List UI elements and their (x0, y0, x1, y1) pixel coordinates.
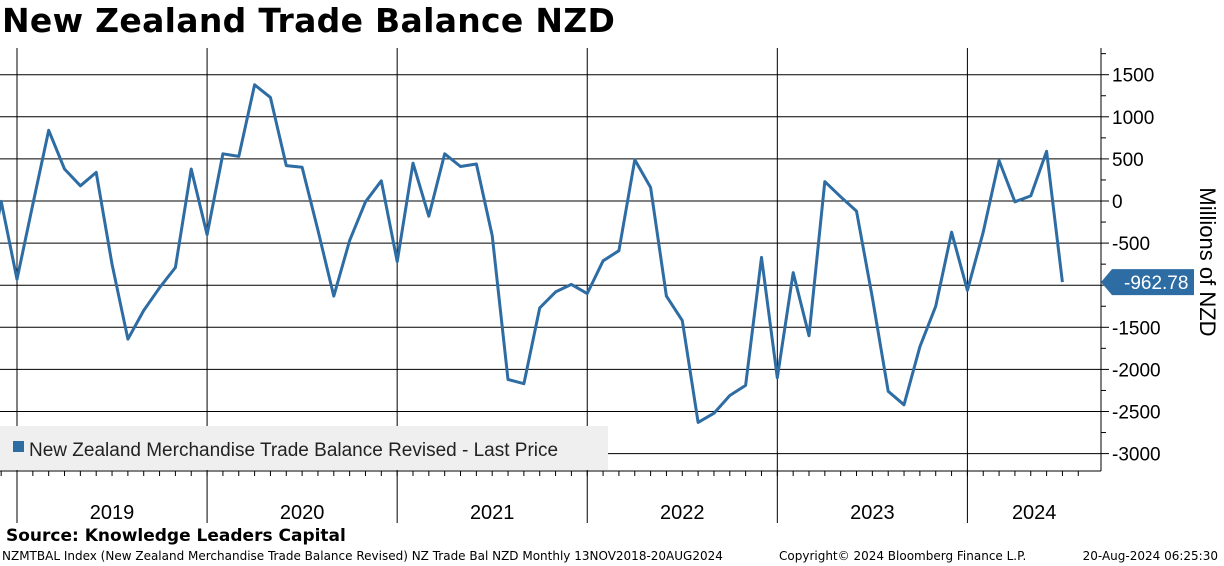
y-axis-title: Millions of NZD (1195, 187, 1220, 336)
x-year-label: 2023 (850, 502, 895, 524)
source-note: Source: Knowledge Leaders Capital (6, 526, 346, 546)
y-tick-label: -2500 (1112, 403, 1161, 424)
y-axis: 150010005000-500-1000-1500-2000-2500-300… (1101, 53, 1161, 466)
y-tick-label: -3000 (1112, 445, 1161, 466)
y-tick-label: 500 (1112, 150, 1144, 171)
legend-swatch (13, 441, 24, 452)
y-tick-label: 0 (1112, 192, 1123, 213)
x-year-label: 2021 (470, 502, 515, 524)
x-axis: 2019 2020 2021 2022 2023 2024 (0, 471, 1079, 524)
x-year-label: 2019 (90, 502, 135, 524)
line-chart: New Zealand Merchandise Trade Balance Re… (0, 48, 1220, 524)
x-year-label: 2020 (280, 502, 325, 524)
y-tick-label: -2000 (1112, 360, 1161, 381)
legend-label: New Zealand Merchandise Trade Balance Re… (29, 440, 558, 461)
legend: New Zealand Merchandise Trade Balance Re… (0, 426, 608, 470)
plot-frame (0, 48, 1102, 472)
last-price-flag (1101, 269, 1194, 296)
footer-timestamp: 20-Aug-2024 06:25:30 (1082, 549, 1218, 563)
legend-background (0, 426, 608, 470)
series-layer (0, 83, 1064, 424)
y-tick-label: 1500 (1112, 66, 1154, 87)
x-year-label: 2024 (1012, 502, 1057, 524)
series-line (0, 83, 1064, 424)
footer-description: NZMTBAL Index (New Zealand Merchandise T… (2, 549, 723, 563)
chart-title: New Zealand Trade Balance NZD (2, 1, 616, 40)
x-year-label: 2022 (660, 502, 705, 524)
gridlines (0, 48, 1101, 471)
y-tick-label: -500 (1112, 234, 1150, 255)
y-tick-label: 1000 (1112, 108, 1154, 129)
last-price-label: -962.78 (1124, 273, 1188, 294)
last-price-marker: -962.78 (1101, 269, 1194, 296)
y-tick-label: -1500 (1112, 318, 1161, 339)
footer-copyright: Copyright© 2024 Bloomberg Finance L.P. (779, 549, 1027, 563)
